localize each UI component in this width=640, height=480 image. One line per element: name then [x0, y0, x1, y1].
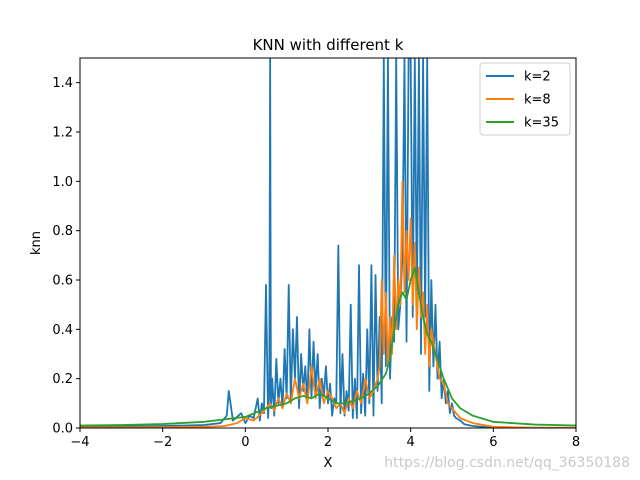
- y-tick-label: 0.8: [52, 224, 73, 239]
- legend-box: [479, 62, 571, 136]
- x-tick-label: 4: [407, 435, 415, 450]
- y-tick-label: 1.0: [52, 175, 73, 190]
- y-tick-label: 0.2: [52, 372, 73, 387]
- y-tick-label: 0.0: [52, 422, 73, 437]
- x-tick-label: 0: [241, 435, 249, 450]
- watermark-text: https://blog.csdn.net/qq_36350188: [384, 455, 630, 471]
- x-axis-label: X: [324, 456, 333, 471]
- series-line-k8: [80, 180, 576, 428]
- y-tick-label: 0.4: [52, 323, 73, 338]
- legend: k=2 k=8 k=35: [479, 62, 571, 136]
- y-axis: 0.0 0.2 0.4 0.6 0.8 1.0 1.2 1.4: [52, 76, 80, 437]
- y-axis-label: knn: [29, 231, 44, 255]
- x-tick-label: −4: [70, 435, 89, 450]
- legend-label-k2: k=2: [524, 70, 551, 85]
- series-line-k35: [80, 266, 576, 427]
- x-tick-label: 6: [489, 435, 497, 450]
- x-tick-label: 2: [324, 435, 332, 450]
- x-tick-label: −2: [153, 435, 172, 450]
- legend-label-k35: k=35: [524, 116, 559, 131]
- series-line-k2: [80, 58, 576, 428]
- x-tick-label: 8: [572, 435, 580, 450]
- chart-title: KNN with different k: [253, 36, 404, 54]
- series-layer: [80, 58, 576, 428]
- legend-label-k8: k=8: [524, 93, 551, 108]
- y-tick-label: 1.4: [52, 76, 73, 91]
- x-axis: −4 −2 0 2 4 6 8: [70, 428, 580, 450]
- y-tick-label: 0.6: [52, 274, 73, 289]
- y-tick-label: 1.2: [52, 126, 73, 141]
